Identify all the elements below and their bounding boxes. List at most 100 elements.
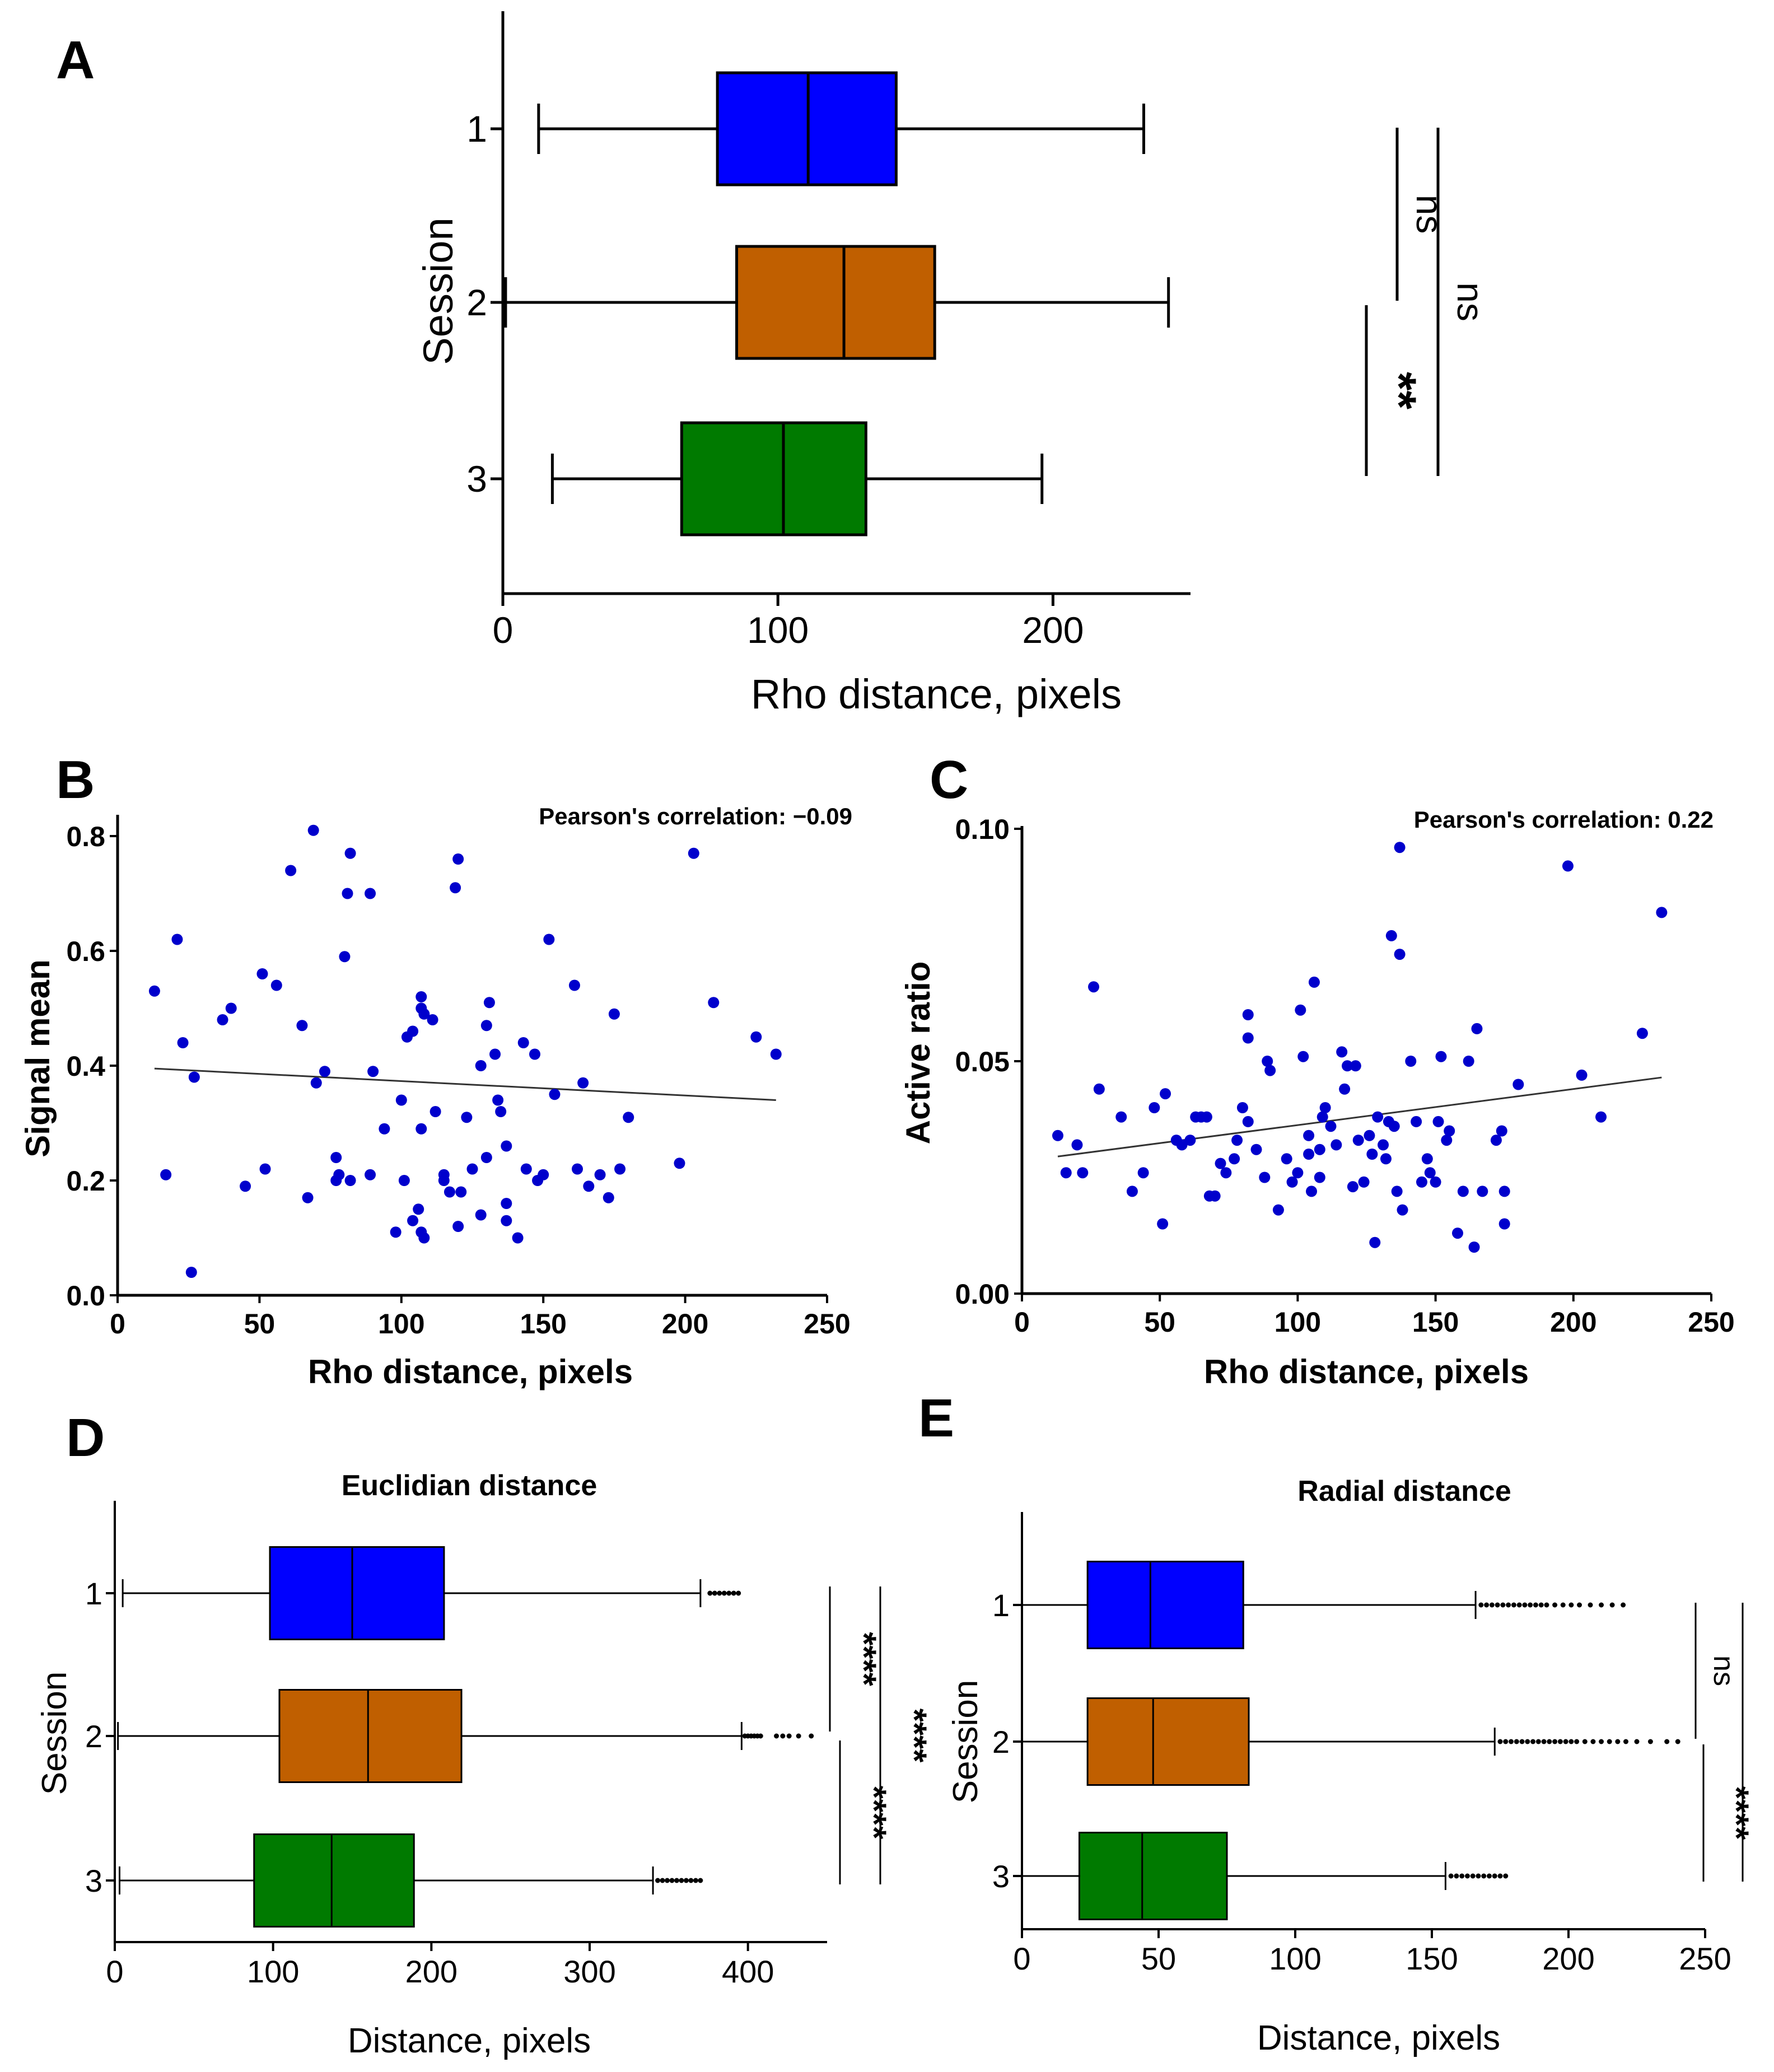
panel-c-data-point [1352,1135,1364,1146]
panel-e-outlier-point [1506,1602,1511,1608]
panel-d-outlier-point [731,1590,736,1596]
panel-c-y-tick-label: 0.00 [955,1278,1010,1310]
panel-c-ylabel: Active ratio [899,962,937,1145]
panel-b-data-point [379,1123,390,1135]
panel-e-x-tick-label: 250 [1679,1941,1731,1976]
panel-d-outlier-point [786,1733,792,1739]
panel-a-box [680,421,867,536]
panel-a-x-tick-label: 100 [747,609,809,651]
panel-e-outlier-point [1541,1739,1547,1744]
panel-d-outlier-point [707,1590,713,1596]
panel-b-data-point [365,1169,376,1180]
panel-e-outlier-point [1519,1739,1525,1744]
panel-e-outlier-point [1557,1739,1563,1744]
panel-b-scatter: Rho distance, pixels Signal mean Pearson… [19,803,852,1390]
panel-e-outlier-point [1503,1739,1509,1744]
panel-b-data-point [770,1048,782,1060]
panel-c-data-point [1236,1102,1248,1113]
panel-e-outlier-point [1538,1602,1544,1608]
panel-b-x-tick-label: 50 [244,1308,276,1340]
panel-e-session-label: 3 [992,1859,1010,1894]
panel-d-outlier-point [721,1590,727,1596]
panel-e-outlier-point [1615,1739,1621,1744]
panel-e-outlier-point [1552,1739,1558,1744]
panel-e-outlier-point [1511,1602,1516,1608]
panel-d-xlabel: Distance, pixels [348,2022,591,2060]
panel-c-data-point [1339,1083,1351,1095]
panel-b-data-point [430,1106,441,1117]
panel-c-data-point [1306,1186,1318,1197]
panel-c-data-point [1303,1149,1315,1160]
panel-e-box [1086,1561,1244,1649]
panel-e-outlier-point [1459,1873,1465,1879]
panel-b-y-tick-label: 0.8 [66,821,105,852]
panel-d-x-tick-label: 400 [722,1954,774,1989]
panel-b-data-point [427,1014,438,1025]
panel-e-outlier-point [1621,1602,1626,1608]
panel-d-outlier-point [683,1878,689,1883]
panel-d-outlier-point [698,1878,703,1883]
panel-b-x-tick-label: 0 [110,1308,125,1340]
panel-e-outlier-point [1599,1739,1604,1744]
panel-b-data-point [407,1025,419,1037]
panel-c-data-point [1451,1228,1463,1239]
panel-b-data-point [623,1112,634,1123]
panel-c-data-point [1317,1111,1328,1123]
panel-e-outlier-point [1495,1602,1500,1608]
panel-c-data-point [1259,1172,1271,1183]
panel-b-data-point [501,1198,512,1209]
panel-c-data-point [1060,1167,1072,1179]
panel-b-data-point [594,1169,606,1180]
panel-d-significance-label: **** [855,1785,893,1840]
panel-e-outlier-point [1607,1739,1612,1744]
panel-c-data-point [1297,1051,1309,1062]
panel-b-data-point [750,1031,762,1043]
panel-b-data-point [572,1163,583,1175]
panel-b-data-point [240,1180,251,1192]
panel-b-data-point [185,1267,197,1278]
panel-d-outlier-point [693,1878,698,1883]
panel-c-data-point [1071,1139,1083,1151]
panel-c-data-point [1201,1111,1212,1123]
panel-c-data-point [1184,1135,1196,1146]
panel-c-data-point [1372,1111,1384,1123]
panel-d-x-tick-label: 300 [563,1954,615,1989]
panel-c-data-point [1115,1111,1127,1123]
panel-b-data-point [339,951,351,963]
panel-c-data-point [1477,1186,1488,1197]
panel-e-outlier-point [1577,1602,1582,1608]
panel-e-outlier-point [1568,1602,1574,1608]
panel-e-outlier-point [1484,1602,1490,1608]
panel-c-data-point [1562,860,1574,872]
panel-e-outlier-point [1535,1739,1541,1744]
panel-b-data-point [608,1008,620,1020]
panel-c-data-point [1394,949,1406,960]
panel-b-data-point [344,1175,356,1186]
panel-c-data-point [1088,981,1100,993]
panel-b-data-point [398,1175,410,1186]
panel-c-data-point [1496,1125,1507,1137]
panel-b-data-point [177,1037,189,1048]
panel-b-data-point [549,1089,561,1100]
panel-b-data-point [418,1008,430,1020]
panel-c-data-point [1272,1204,1284,1216]
panel-c-data-point [1378,1139,1389,1151]
panel-b-data-point [583,1180,595,1192]
panel-c-x-tick-label: 100 [1275,1306,1321,1338]
panel-c-data-point [1325,1121,1337,1132]
panel-b-data-point [296,1020,308,1032]
panel-b-trend-line [154,1067,776,1101]
panel-b-data-point [160,1169,172,1180]
panel-c-data-point [1366,1149,1378,1160]
panel-letter-b: B [56,750,95,810]
panel-d-outlier-point [712,1590,717,1596]
panel-a-session-label: 3 [466,458,487,500]
panel-a-boxplot: Rho distance, pixels Session 0 100 200 1 2 3 n… [415,11,1491,717]
panel-b-data-point [344,847,356,859]
panel-c-data-point [1424,1167,1436,1179]
panel-e-outlier-point [1590,1739,1596,1744]
panel-e-outlier-point [1514,1739,1519,1744]
panel-c-data-point [1314,1144,1325,1155]
panel-b-data-point [603,1192,614,1203]
